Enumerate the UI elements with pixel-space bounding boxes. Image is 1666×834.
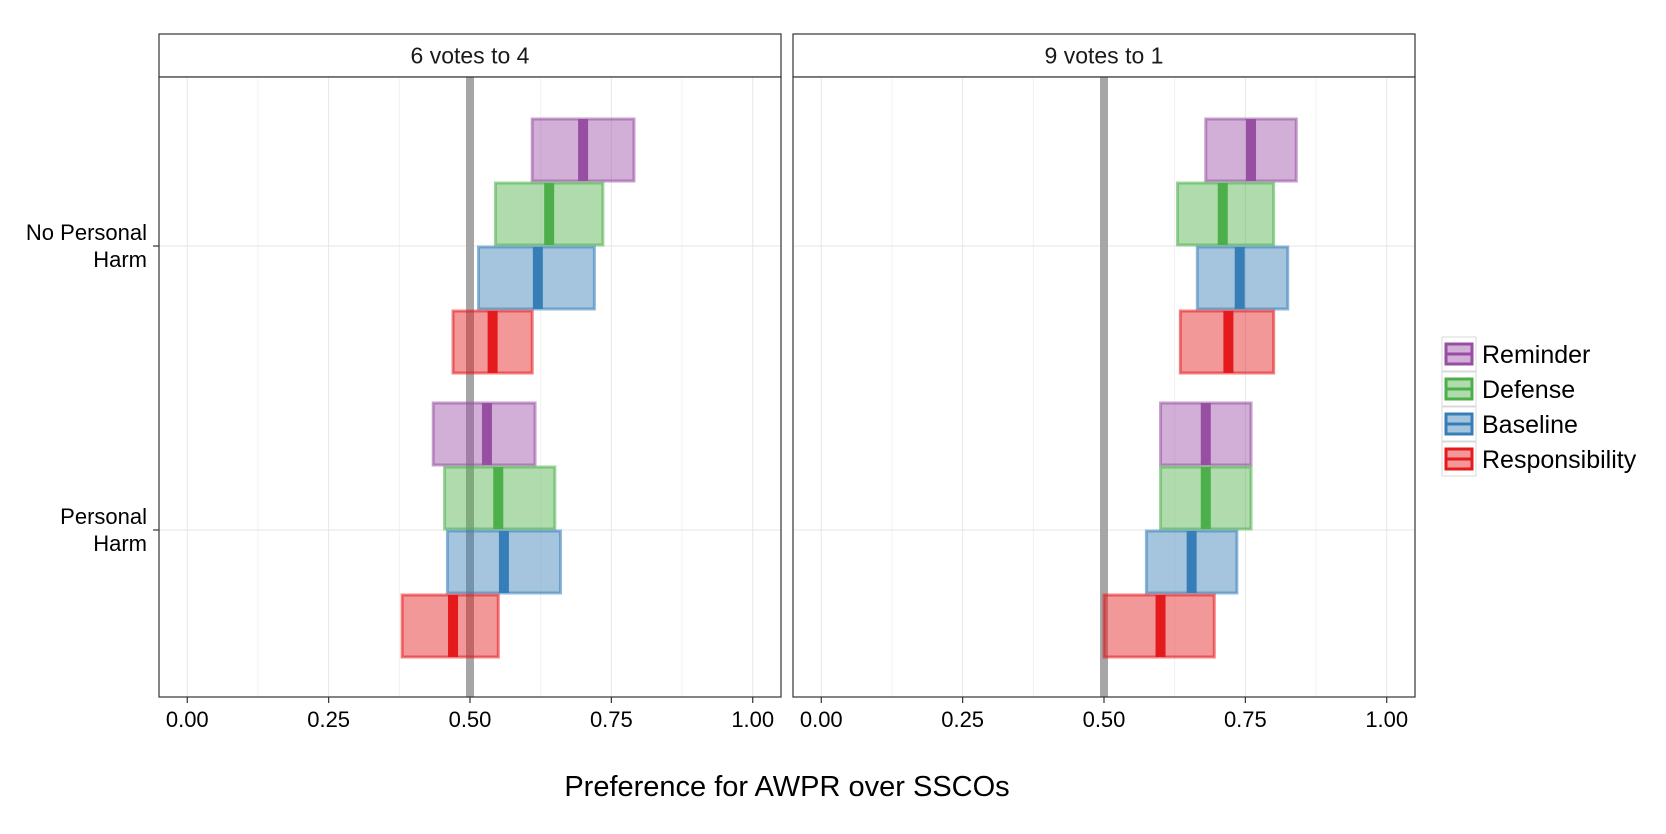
legend-item-responsibility: Responsibility	[1441, 441, 1637, 477]
y-tick-label-line1: Personal	[60, 504, 147, 529]
x-tick-label: 0.75	[590, 707, 633, 732]
legend-label: Responsibility	[1482, 446, 1637, 474]
x-tick-label: 0.50	[449, 707, 492, 732]
x-tick-label: 0.25	[941, 707, 984, 732]
panel-title: 9 votes to 1	[1045, 43, 1164, 69]
x-tick-label: 0.50	[1083, 707, 1126, 732]
crossbar-baseline	[1195, 245, 1290, 311]
panel-1: 6 votes to 4 0.00 0.25 0.50 0.75 1.00	[158, 33, 782, 732]
legend-item-baseline: Baseline	[1441, 406, 1578, 442]
legend-label: Baseline	[1482, 411, 1578, 439]
panel-2: 9 votes to 1 0.00 0.25 0.50 0.75 1.00	[792, 33, 1416, 732]
crossbar-reminder	[1159, 401, 1253, 467]
x-tick-label: 0.00	[800, 707, 843, 732]
crossbar-responsibility	[400, 593, 500, 659]
legend-label: Defense	[1482, 376, 1575, 404]
crossbar-reminder	[431, 401, 537, 467]
y-tick-label-line2: Harm	[93, 531, 147, 556]
crossbar-defense	[1159, 465, 1253, 531]
crossbar-defense	[1176, 181, 1276, 247]
crossbar-baseline	[1144, 529, 1239, 595]
legend: Reminder Defense Baseline Responsibility	[1441, 336, 1637, 477]
crossbar-defense	[443, 465, 557, 531]
x-tick-label: 0.25	[307, 707, 350, 732]
crossbar-reminder	[1204, 117, 1298, 183]
x-tick-label: 1.00	[1365, 707, 1408, 732]
crossbar-baseline	[476, 245, 596, 311]
x-axis-title: Preference for AWPR over SSCOs	[564, 771, 1009, 803]
legend-item-reminder: Reminder	[1441, 336, 1590, 372]
panel-title: 6 votes to 4	[411, 43, 530, 69]
crossbar-responsibility	[1178, 309, 1276, 375]
legend-item-defense: Defense	[1441, 371, 1575, 407]
x-tick-label: 0.75	[1224, 707, 1267, 732]
legend-label: Reminder	[1482, 341, 1590, 369]
x-tick-label: 0.00	[166, 707, 209, 732]
crossbar-responsibility	[451, 309, 534, 375]
crossbar-responsibility	[1102, 593, 1216, 659]
y-tick-label-line2: Harm	[93, 247, 147, 272]
panel-strip	[158, 33, 782, 78]
y-tick-label-line1: No Personal	[26, 220, 147, 245]
x-tick-label: 1.00	[731, 707, 774, 732]
crossbar-reminder	[530, 117, 636, 183]
crossbar-defense	[493, 181, 605, 247]
crossbar-baseline	[445, 529, 562, 595]
